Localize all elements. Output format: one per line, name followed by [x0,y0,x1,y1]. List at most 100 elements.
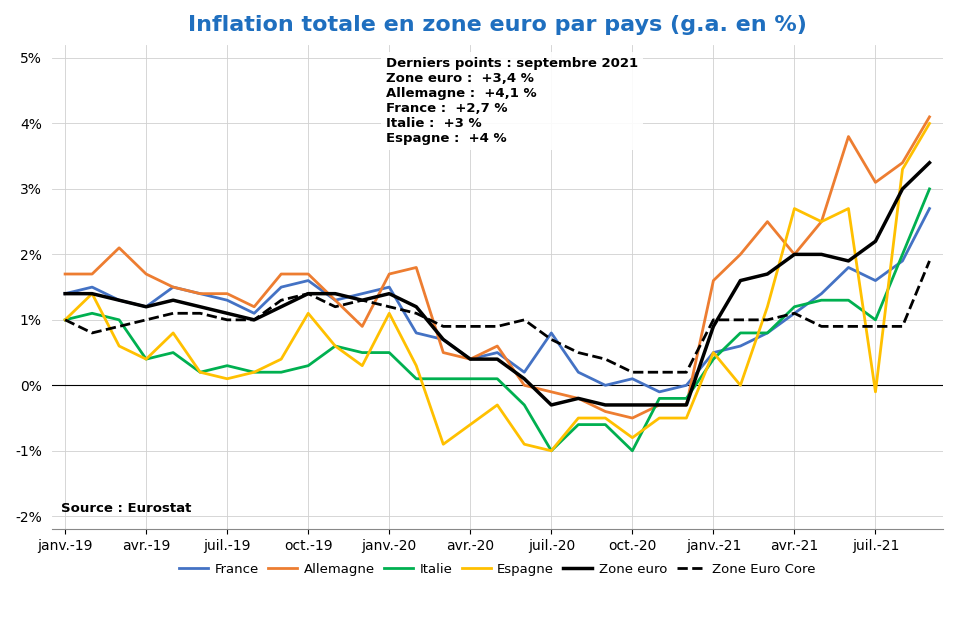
Zone euro [924,159,935,166]
Zone euro [465,355,476,363]
Zone Euro Core [762,316,773,324]
Allemagne [897,159,908,166]
Zone Euro Core [59,316,71,324]
Zone Euro Core [600,355,611,363]
Italie [383,349,395,356]
Line: Zone euro: Zone euro [65,162,929,405]
Italie [59,316,71,324]
France [870,277,881,284]
Zone Euro Core [708,316,719,324]
Zone euro [438,336,449,343]
France [141,303,152,311]
Italie [356,349,368,356]
France [735,342,746,350]
Italie [924,185,935,193]
Zone euro [545,401,557,409]
Allemagne [330,297,341,304]
Allemagne [735,250,746,258]
Zone Euro Core [194,309,206,317]
Italie [221,362,233,370]
France [383,283,395,291]
Espagne [924,119,935,127]
Zone euro [573,395,584,403]
Allemagne [59,270,71,278]
Line: Zone Euro Core: Zone Euro Core [65,261,929,372]
Zone euro [303,290,314,297]
Italie [491,375,503,383]
Allemagne [653,401,665,409]
Italie [545,447,557,455]
Espagne [815,218,827,225]
Espagne [870,388,881,395]
Italie [248,369,260,376]
Zone Euro Core [303,290,314,297]
Espagne [627,434,638,442]
Zone euro [113,297,125,304]
Allemagne [627,414,638,422]
Zone euro [653,401,665,409]
Italie [465,375,476,383]
France [680,381,692,389]
France [924,205,935,213]
Espagne [194,369,206,376]
Espagne [168,329,179,337]
Italie [303,362,314,370]
Zone euro [735,277,746,284]
France [330,297,341,304]
France [303,277,314,284]
Line: France: France [65,209,929,392]
Italie [708,355,719,363]
Zone euro [762,270,773,278]
Zone euro [383,290,395,297]
France [194,290,206,297]
Line: Italie: Italie [65,189,929,451]
France [248,309,260,317]
Allemagne [465,355,476,363]
Allemagne [86,270,98,278]
Allemagne [356,322,368,330]
Zone Euro Core [86,329,98,337]
Zone Euro Core [545,336,557,343]
France [788,309,800,317]
Espagne [788,205,800,213]
Italie [843,297,855,304]
Italie [573,421,584,428]
Allemagne [168,283,179,291]
France [86,283,98,291]
Allemagne [708,277,719,284]
Allemagne [680,401,692,409]
France [897,257,908,265]
France [600,381,611,389]
Zone euro [411,303,422,311]
Italie [411,375,422,383]
Italie [438,375,449,383]
Espagne [708,349,719,356]
Zone euro [141,303,152,311]
France [815,290,827,297]
Zone Euro Core [438,322,449,330]
Zone Euro Core [788,309,800,317]
Espagne [735,381,746,389]
Allemagne [491,342,503,350]
Espagne [383,309,395,317]
France [762,329,773,337]
France [653,388,665,395]
Zone Euro Core [518,316,530,324]
Allemagne [762,218,773,225]
Italie [276,369,287,376]
Zone euro [356,297,368,304]
Zone euro [276,303,287,311]
Allemagne [518,381,530,389]
France [356,290,368,297]
Italie [113,316,125,324]
Allemagne [248,303,260,311]
Zone euro [248,316,260,324]
France [491,349,503,356]
Zone euro [491,355,503,363]
Allemagne [411,264,422,272]
Espagne [680,414,692,422]
Zone euro [680,401,692,409]
Espagne [411,362,422,370]
Italie [194,369,206,376]
Zone Euro Core [113,322,125,330]
